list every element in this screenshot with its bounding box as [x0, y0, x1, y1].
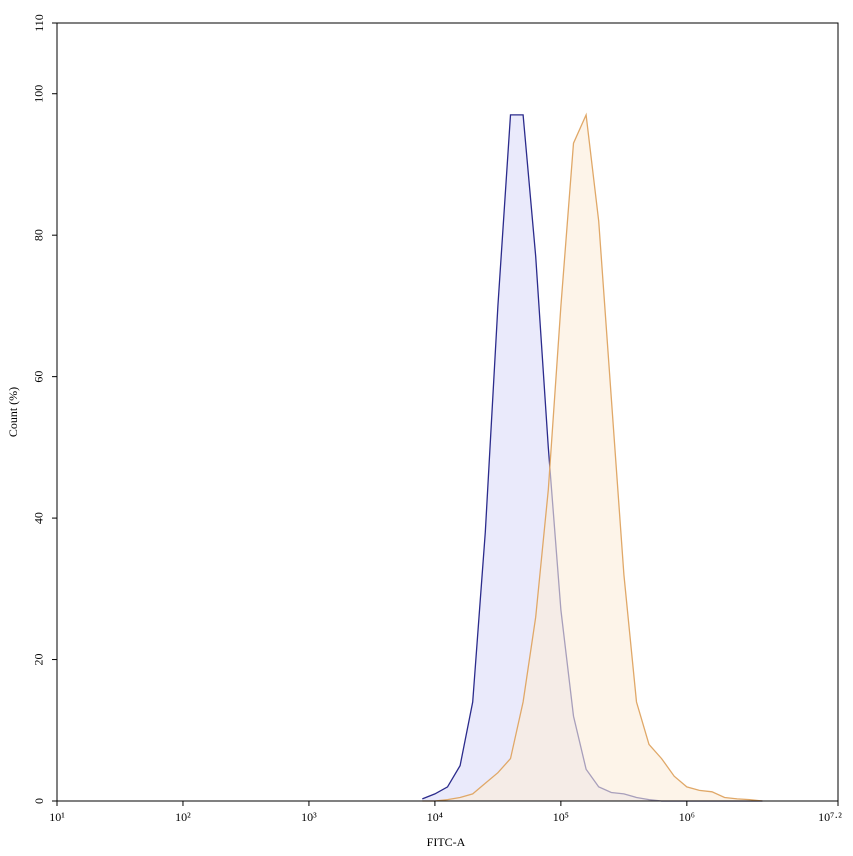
- x-tick-label: 10⁴: [427, 810, 443, 824]
- y-tick-label: 60: [32, 371, 46, 383]
- y-tick-label: 0: [32, 798, 46, 804]
- series-area: [422, 114, 763, 801]
- x-tick-label: 10³: [301, 810, 317, 824]
- series-line: [422, 112, 763, 802]
- plot-frame: [56, 22, 839, 802]
- x-axis-label: FITC-A: [427, 835, 466, 849]
- x-tick-label: 10²: [175, 810, 191, 824]
- y-axis-label: Count (%): [6, 387, 20, 437]
- y-tick-label: 100: [32, 85, 46, 103]
- y-tick-label: 110: [32, 14, 46, 32]
- series-area: [422, 114, 763, 801]
- y-tick-label: 40: [32, 512, 46, 524]
- x-tick-label: 10¹: [49, 810, 65, 824]
- x-tick-label: 10⁵: [553, 810, 569, 824]
- y-tick-label: 80: [32, 229, 46, 241]
- x-tick-label: 10⁶: [679, 810, 695, 824]
- x-tick-label: 10⁷·²: [818, 810, 842, 824]
- y-tick-label: 20: [32, 654, 46, 666]
